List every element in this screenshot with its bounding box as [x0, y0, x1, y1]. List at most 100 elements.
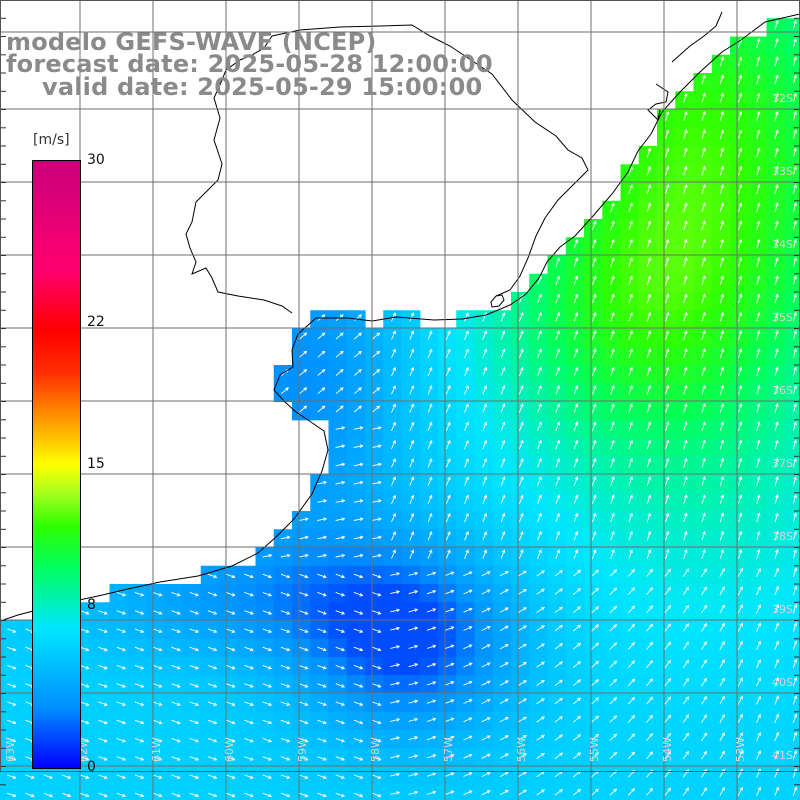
wind-arrow-head: [683, 439, 688, 444]
wind-arrow: [701, 696, 707, 705]
wind-arrow-head: [611, 275, 615, 280]
wind-arrow-head: [720, 220, 724, 225]
wind-arrow: [737, 787, 743, 796]
wind-arrow: [244, 737, 254, 742]
wind-arrow-head: [703, 622, 707, 627]
wind-arrow-head: [483, 348, 488, 353]
wind-cell: [219, 784, 238, 800]
wind-arrow-head: [703, 714, 707, 719]
wind-arrow-head: [450, 608, 455, 612]
wind-arrow: [737, 604, 743, 614]
wind-arrow: [682, 787, 689, 796]
wind-arrow: [701, 257, 706, 267]
wind-arrow-head: [377, 499, 382, 503]
wind-cell: [456, 784, 476, 800]
wind-arrow: [43, 792, 53, 797]
wind-arrow-head: [414, 644, 419, 649]
wind-arrow: [299, 628, 308, 633]
wind-arrow-head: [559, 752, 563, 757]
wind-cell: [711, 693, 731, 713]
wind-arrow-head: [322, 684, 327, 688]
wind-arrow-head: [377, 684, 382, 688]
wind-arrow: [665, 203, 669, 213]
wind-arrow-head: [538, 421, 542, 426]
wind-arrow: [719, 495, 724, 505]
wind-arrow-head: [683, 366, 688, 371]
wind-arrow-head: [12, 684, 17, 688]
wind-arrow-head: [793, 676, 798, 681]
wind-arrow-head: [574, 384, 579, 389]
wind-arrow-head: [665, 384, 670, 389]
wind-arrow: [719, 184, 724, 194]
wind-arrow: [372, 536, 382, 540]
wind-arrow-head: [432, 662, 437, 667]
wind-arrow-head: [359, 444, 364, 449]
wind-arrow: [390, 755, 400, 759]
wind-arrow-head: [702, 110, 706, 115]
wind-arrow: [738, 93, 742, 103]
wind-arrow-head: [523, 589, 527, 593]
wind-arrow: [335, 737, 345, 742]
wind-arrow-head: [213, 592, 218, 597]
wind-arrow: [189, 737, 199, 742]
wind-arrow: [390, 645, 400, 649]
wind-arrow-head: [432, 644, 437, 649]
wind-arrow: [244, 646, 254, 651]
wind-arrow-head: [501, 348, 506, 353]
wind-arrow-head: [629, 494, 633, 499]
wind-arrow: [573, 770, 581, 778]
wind-arrow-head: [721, 640, 725, 645]
wind-arrow-head: [629, 384, 633, 389]
wind-arrow: [353, 683, 363, 688]
wind-arrow-head: [538, 330, 542, 335]
wind-arrow: [537, 476, 542, 486]
wind-arrow-head: [176, 793, 181, 798]
wind-arrow-head: [158, 738, 163, 743]
wind-arrow-head: [323, 517, 328, 522]
wind-arrow-head: [85, 720, 90, 725]
wind-cell: [310, 784, 330, 800]
wind-arrow: [299, 756, 308, 761]
wind-arrow-head: [793, 366, 797, 371]
wind-arrow-head: [775, 494, 779, 499]
wind-arrow: [409, 550, 414, 559]
wind-arrow: [683, 513, 687, 523]
wind-arrow-head: [249, 793, 254, 798]
wind-arrow: [134, 664, 144, 669]
wind-cell: [383, 784, 403, 800]
wind-arrow-head: [738, 512, 743, 517]
wind-arrow: [408, 736, 418, 741]
latitude-label: 33S: [772, 165, 793, 178]
wind-arrow: [426, 772, 436, 777]
wind-arrow-head: [468, 644, 473, 648]
wind-arrow: [464, 458, 469, 468]
wind-arrow: [537, 330, 542, 340]
wind-arrow: [609, 752, 617, 760]
wind-arrow-head: [647, 549, 652, 553]
wind-cell: [657, 602, 676, 622]
wind-arrow-head: [249, 702, 254, 706]
wind-arrow-head: [577, 661, 582, 665]
wind-arrow-head: [649, 605, 654, 610]
wind-arrow: [189, 756, 199, 761]
wind-arrow: [335, 719, 345, 724]
wind-arrow: [628, 203, 633, 213]
wind-cell: [346, 784, 366, 800]
wind-arrow: [573, 734, 581, 741]
wind-arrow-head: [486, 771, 491, 776]
wind-arrow-head: [465, 385, 469, 389]
wind-arrow-head: [286, 702, 291, 706]
wind-arrow-head: [213, 720, 218, 725]
wind-arrow: [573, 330, 578, 340]
wind-arrow: [317, 756, 327, 761]
wind-arrow: [646, 495, 651, 505]
wind-arrow-head: [505, 753, 509, 757]
wind-arrow: [792, 330, 797, 340]
wind-arrow: [499, 644, 509, 650]
wind-arrow: [774, 330, 779, 340]
wind-arrow: [464, 550, 469, 559]
wind-arrow-head: [720, 74, 724, 79]
wind-arrow-head: [738, 220, 743, 225]
wind-arrow-head: [304, 738, 309, 743]
wind-arrow: [391, 367, 396, 377]
